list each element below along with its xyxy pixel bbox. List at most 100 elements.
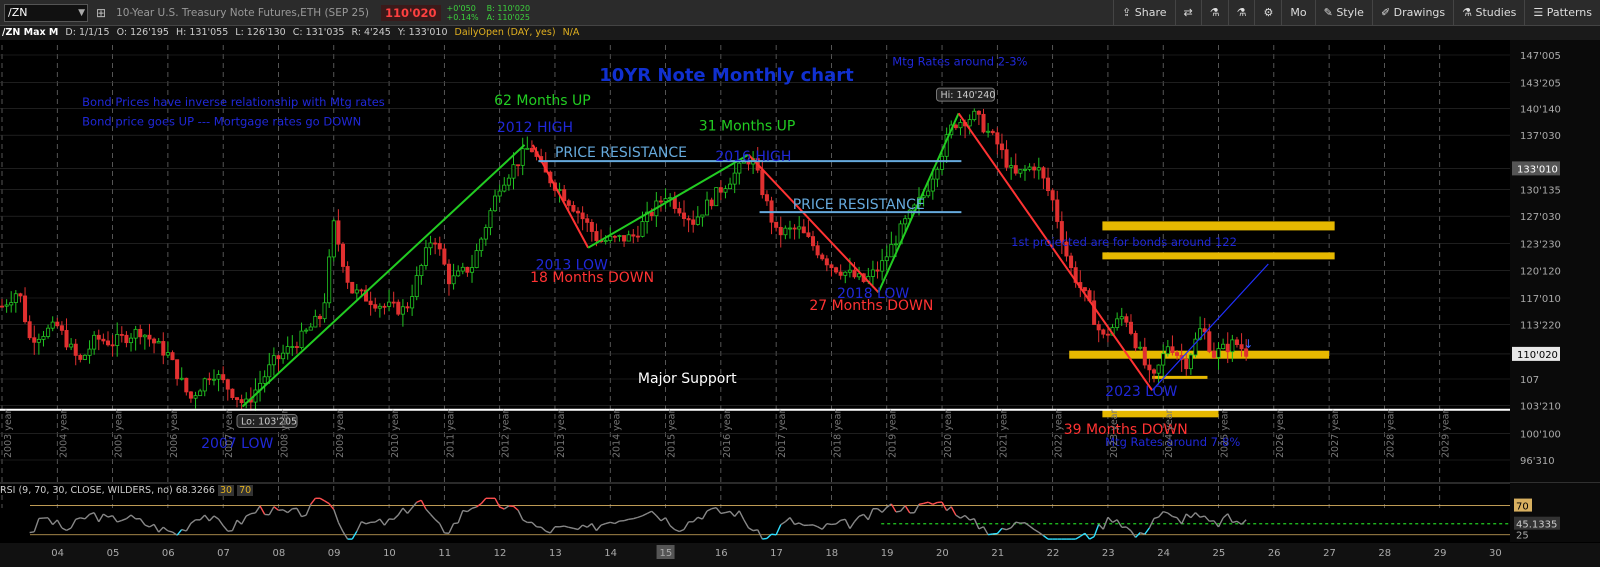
rsi-segment [162, 526, 169, 532]
candle-body [1184, 358, 1189, 370]
annotation-inverse-1: Bond Prices have inverse relationship wi… [82, 95, 385, 109]
time-axis-label: 09 [328, 548, 341, 559]
aggregation-button[interactable]: Mo [1281, 0, 1314, 26]
flask-icon[interactable]: ⚗ [1200, 0, 1228, 26]
candle-body [566, 200, 571, 206]
rsi-segment [757, 529, 763, 540]
rsi-segment [918, 502, 924, 506]
symbol-input[interactable]: /ZN ▼ [4, 3, 88, 22]
candle-body [313, 315, 318, 328]
rsi-segment [969, 518, 975, 521]
link-icon[interactable]: ⇄ [1174, 0, 1201, 26]
rsi-segment [978, 526, 984, 530]
rsi-segment [960, 514, 966, 519]
candle-body [474, 250, 479, 268]
rsi-segment [416, 499, 422, 503]
style-button[interactable]: ✎ Style [1314, 0, 1372, 26]
year-label: 2022 year [1054, 410, 1065, 458]
rsi-segment [941, 501, 948, 511]
rsi-segment [1075, 535, 1081, 540]
rsi-segment [116, 519, 123, 523]
year-label: 2025 year [1220, 410, 1231, 458]
rsi-study-label[interactable]: RSI (9, 70, 30, CLOSE, WILDERS, no) [0, 485, 173, 496]
time-axis-label: 26 [1268, 548, 1281, 559]
rsi-segment [646, 510, 653, 515]
candle-body [829, 264, 834, 269]
bar-y: Y: 133'010 [397, 27, 448, 38]
candle-body [110, 344, 115, 347]
rsi-segment [1172, 515, 1178, 519]
rsi-segment [494, 497, 501, 508]
rsi-segment [1010, 521, 1017, 529]
year-label: 2026 year [1275, 410, 1286, 458]
rsi-70-tag [1514, 498, 1532, 512]
patterns-button[interactable]: ☰ Patterns [1524, 0, 1600, 26]
annotations: Bond Prices have inverse relationship wi… [82, 55, 1240, 452]
year-label: 2028 year [1385, 410, 1396, 458]
year-label: 2010 year [390, 410, 401, 458]
bar-open: O: 126'195 [116, 27, 169, 38]
rsi-segment [1084, 532, 1091, 540]
price-chart[interactable]: ↓ Bond Prices have inverse relationship … [0, 40, 1600, 567]
rsi-segment [1204, 515, 1210, 522]
price-tick-label: 103'210 [1520, 402, 1561, 413]
candle-body [1156, 364, 1161, 374]
rsi-segment [139, 518, 146, 526]
price-axis-bg [1510, 40, 1600, 510]
time-axis-label: 28 [1378, 548, 1391, 559]
candle-body [41, 336, 46, 340]
chevron-down-icon[interactable]: ▼ [78, 7, 85, 18]
rsi-segment [383, 518, 390, 526]
candle-body [377, 305, 382, 309]
candle-body [718, 187, 723, 193]
rsi-segment [683, 521, 690, 530]
rsi-segment [471, 506, 477, 509]
rsi-segment [1217, 517, 1224, 528]
drawings-button[interactable]: ✐ Drawings [1371, 0, 1453, 26]
bar-high: H: 131'055 [176, 27, 229, 38]
rsi-segment [80, 517, 86, 520]
price-tick-label: 137'030 [1520, 131, 1561, 142]
year-label: 2009 year [335, 410, 346, 458]
candle-body [958, 122, 963, 129]
rsi-oversold-value: 30 [218, 485, 235, 496]
studies-button[interactable]: ⚗ Studies [1453, 0, 1524, 26]
rsi-segment [33, 518, 40, 532]
candle-body [87, 348, 92, 356]
rsi-segment [102, 513, 109, 518]
candle-body [1022, 168, 1027, 171]
rsi-segment [227, 529, 233, 532]
rsi-segment [70, 519, 77, 529]
time-axis-label: 05 [107, 548, 120, 559]
candle-body [967, 119, 972, 127]
tag-icon[interactable]: ⊞ [96, 5, 107, 20]
candle-body [1239, 344, 1244, 350]
rsi-segment [660, 517, 666, 522]
price-tick-label: 130'135 [1520, 185, 1561, 196]
study-dailyopen[interactable]: DailyOpen (DAY, yes) [454, 27, 556, 38]
candle-body [700, 214, 705, 218]
trend-up-2018-2020 [877, 112, 960, 293]
lab-icon[interactable]: ⚗ [1227, 0, 1255, 26]
annotation-2018-low: 2018 LOW [837, 286, 909, 302]
rsi-segment [743, 519, 750, 529]
gear-icon[interactable]: ⚙ [1254, 0, 1281, 26]
year-label: 2008 year [279, 410, 290, 458]
rsi-segment [549, 526, 556, 534]
year-label: 2012 year [501, 410, 512, 458]
rsi-segment [1102, 516, 1109, 530]
candle-body [1133, 333, 1138, 349]
candle-body [129, 337, 134, 344]
annotation-mtg-rates-2-3: Mtg Rates around 2-3% [892, 55, 1027, 69]
candle-body [880, 260, 885, 272]
candle-body [281, 352, 286, 360]
year-label: 2024 year [1164, 410, 1175, 458]
annotation-2012-high: 2012 HIGH [497, 120, 573, 136]
share-button[interactable]: ⇪ Share [1113, 0, 1174, 26]
candle-body [1059, 221, 1064, 243]
candle-body [170, 352, 175, 361]
rsi-segment [651, 510, 657, 517]
candle-body [907, 209, 912, 220]
rsi-segment [420, 499, 427, 510]
rsi-segment [540, 526, 547, 532]
